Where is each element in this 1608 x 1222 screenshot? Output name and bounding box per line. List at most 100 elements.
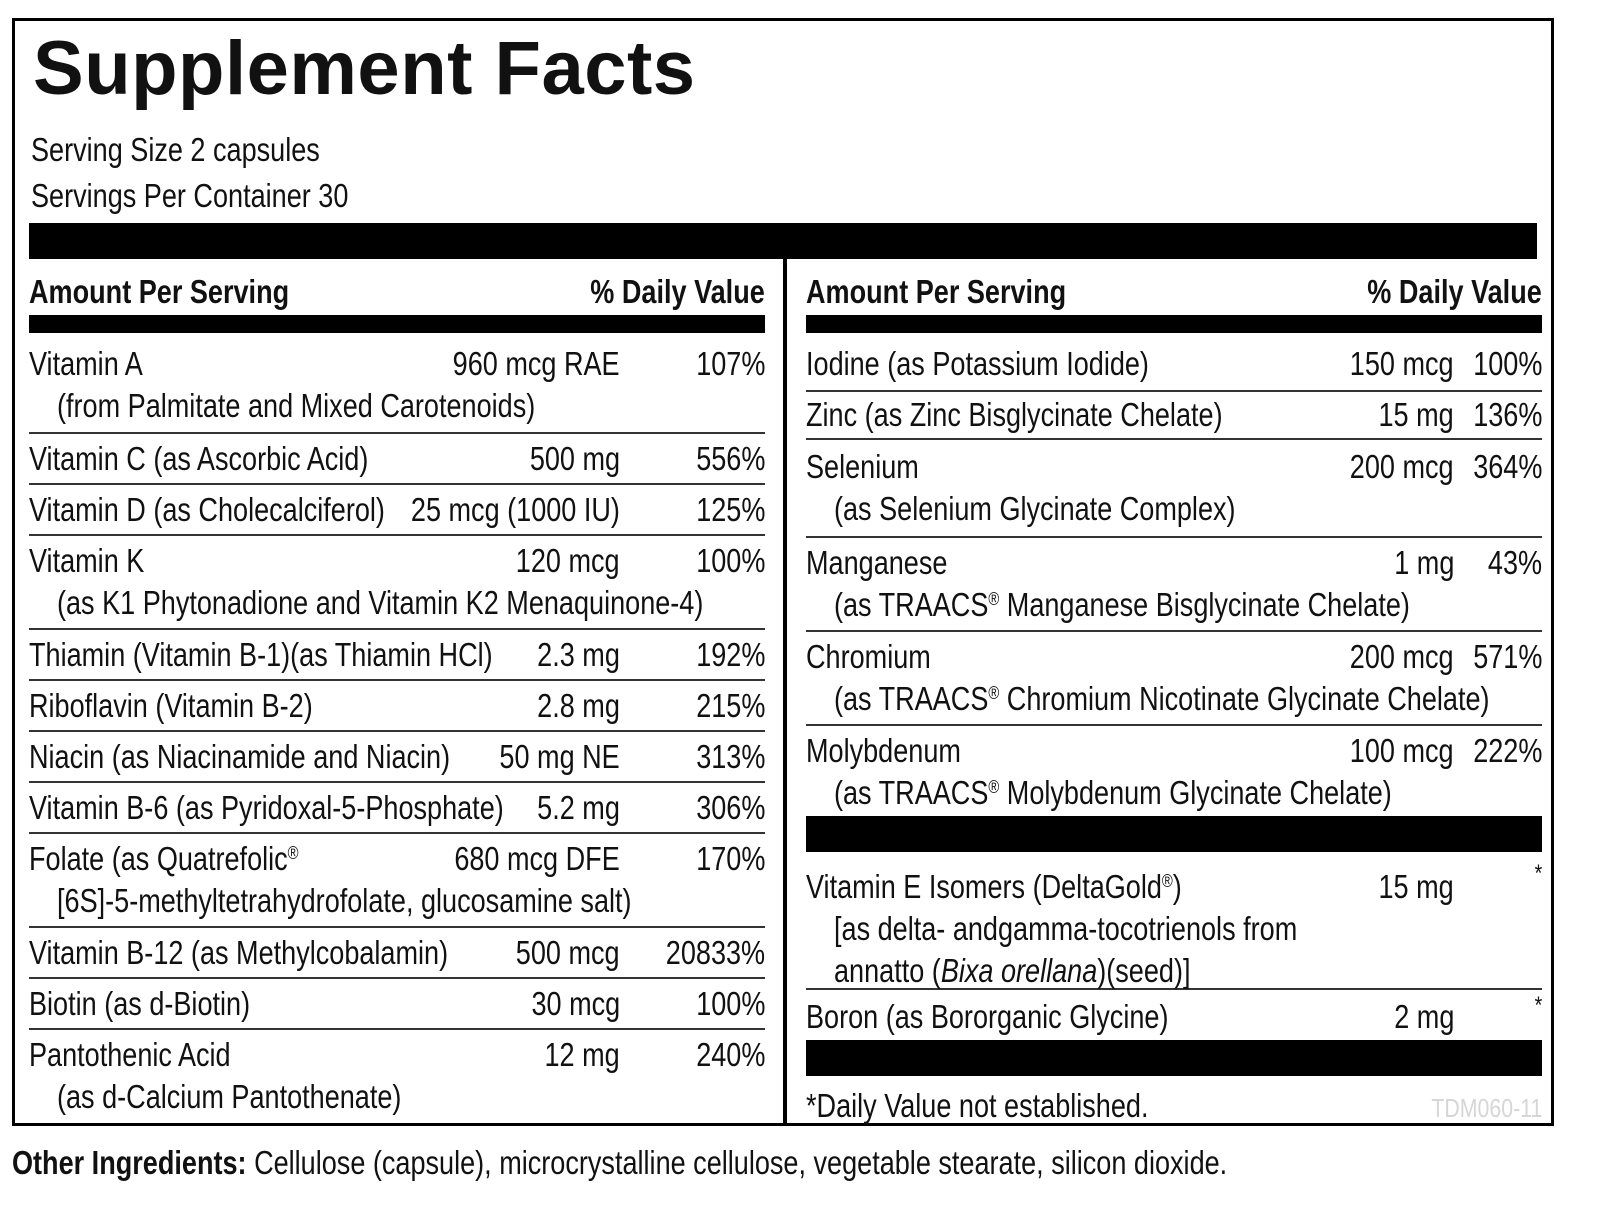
nutrient-name: Vitamin K xyxy=(29,542,145,579)
other-ingredients-text: Cellulose (capsule), microcrystalline ce… xyxy=(246,1144,1228,1181)
thick-bar-bottom xyxy=(806,1040,1542,1076)
nutrient-amount: 200 mcg xyxy=(1350,448,1454,485)
nutrient-amount: 500 mcg xyxy=(516,934,620,971)
nutrient-name: Vitamin A xyxy=(29,345,143,382)
nutrient-amount: 2.3 mg xyxy=(537,636,620,673)
nutrient-dv: 20833% xyxy=(665,934,765,971)
nutrient-amount: 2 mg xyxy=(1393,998,1454,1035)
botanical-name: Bixa orellana xyxy=(940,952,1098,989)
nutrient-row-thiamin: Thiamin (Vitamin B-1)(as Thiamin HCl) 2.… xyxy=(29,630,765,681)
nutrient-amount: 5.2 mg xyxy=(537,789,620,826)
nutrient-dv: 170% xyxy=(695,840,765,877)
nutrient-amount: 150 mcg xyxy=(1350,345,1454,382)
nutrient-source: annatto (Bixa orellana)(seed)] xyxy=(834,954,1190,987)
nutrient-source: [6S]-5-methyltetrahydrofolate, glucosami… xyxy=(57,882,632,919)
nutrient-amount: 960 mcg RAE xyxy=(453,345,620,382)
nutrient-source: (from Palmitate and Mixed Carotenoids) xyxy=(57,387,536,424)
nutrient-dv: 192% xyxy=(695,636,765,673)
nutrient-amount: 30 mcg xyxy=(531,985,620,1022)
nutrient-name: Vitamin B-6 (as Pyridoxal-5-Phosphate) xyxy=(29,789,504,826)
nutrient-dv: 306% xyxy=(695,789,765,826)
nutrient-dv: 100% xyxy=(695,542,765,579)
nutrient-source: (as TRAACS® Molybdenum Glycinate Chelate… xyxy=(834,776,1392,809)
registered-mark: ® xyxy=(988,777,1000,797)
nutrient-row-biotin: Biotin (as d-Biotin) 30 mcg 100% xyxy=(29,979,765,1030)
nutrient-row-vitamin-b12: Vitamin B-12 (as Methylcobalamin) 500 mc… xyxy=(29,928,765,979)
thick-bar-top xyxy=(29,223,1537,259)
nutrient-row-iodine: Iodine (as Potassium Iodide) 150 mcg 100… xyxy=(806,333,1542,392)
panel-title: Supplement Facts xyxy=(33,26,696,111)
nutrient-dv: 364% xyxy=(1472,448,1542,485)
nutrient-dv: 100% xyxy=(695,985,765,1022)
product-code: TDM060-11 xyxy=(1431,1093,1542,1123)
nutrient-source: (as TRAACS® Chromium Nicotinate Glycinat… xyxy=(834,682,1490,715)
nutrient-amount: 1 mg xyxy=(1393,544,1454,581)
footnote: *Daily Value not established. xyxy=(806,1087,1149,1124)
left-header-dv: % Daily Value xyxy=(590,273,765,310)
thick-bar-mid xyxy=(806,816,1542,852)
right-header-amount: Amount Per Serving xyxy=(806,273,1067,310)
nutrient-dv: * xyxy=(1534,992,1542,1019)
nutrient-amount: 680 mcg DFE xyxy=(454,840,620,877)
nutrient-name: Selenium xyxy=(806,448,919,485)
nutrient-dv: 43% xyxy=(1487,544,1542,581)
nutrient-amount: 120 mcg xyxy=(516,542,620,579)
source-text: )(seed)] xyxy=(1097,952,1191,989)
nutrient-dv: 313% xyxy=(695,738,765,775)
nutrient-name: Biotin (as d-Biotin) xyxy=(29,985,251,1022)
nutrient-name: Thiamin (Vitamin B-1)(as Thiamin HCl) xyxy=(29,636,493,673)
column-divider xyxy=(783,259,787,1123)
nutrient-dv: 107% xyxy=(695,345,765,382)
supplement-facts-panel: Supplement Facts Serving Size 2 capsules… xyxy=(12,18,1554,1126)
servings-per-container: Servings Per Container 30 xyxy=(31,177,349,214)
nutrient-row-vitamin-c: Vitamin C (as Ascorbic Acid) 500 mg 556% xyxy=(29,434,765,485)
nutrient-row-zinc: Zinc (as Zinc Bisglycinate Chelate) 15 m… xyxy=(806,392,1542,440)
left-header-amount: Amount Per Serving xyxy=(29,273,290,310)
nutrient-name: Molybdenum xyxy=(806,732,961,769)
nutrient-row-vitamin-b6: Vitamin B-6 (as Pyridoxal-5-Phosphate) 5… xyxy=(29,783,765,834)
right-column: Amount Per Serving % Daily Value Iodine … xyxy=(806,259,1542,1123)
nutrient-name: Boron (as Bororganic Glycine) xyxy=(806,998,1169,1035)
serving-size: Serving Size 2 capsules xyxy=(31,131,320,168)
nutrient-row-niacin: Niacin (as Niacinamide and Niacin) 50 mg… xyxy=(29,732,765,783)
nutrient-amount: 15 mg xyxy=(1378,396,1454,433)
registered-mark: ® xyxy=(988,683,1000,703)
source-text: Molybdenum Glycinate Chelate) xyxy=(999,774,1392,811)
nutrient-amount: 25 mcg (1000 IU) xyxy=(410,491,620,528)
nutrient-dv: 136% xyxy=(1472,396,1542,433)
other-ingredients: Other Ingredients: Cellulose (capsule), … xyxy=(12,1146,1227,1179)
nutrient-name: Pantothenic Acid xyxy=(29,1036,231,1073)
nutrient-amount: 50 mg NE xyxy=(499,738,620,775)
source-text: annatto ( xyxy=(834,952,941,989)
source-text: Chromium Nicotinate Glycinate Chelate) xyxy=(999,680,1490,717)
nutrient-row-vitamin-d: Vitamin D (as Cholecalciferol) 25 mcg (1… xyxy=(29,485,765,536)
nutrient-name: Vitamin D (as Cholecalciferol) xyxy=(29,491,385,528)
nutrient-source: (as d-Calcium Pantothenate) xyxy=(57,1078,402,1115)
nutrient-name: Riboflavin (Vitamin B-2) xyxy=(29,687,313,724)
nutrient-row-pantothenic-acid: Pantothenic Acid 12 mg 240% (as d-Calciu… xyxy=(29,1030,765,1124)
nutrient-dv: 215% xyxy=(695,687,765,724)
registered-mark: ® xyxy=(287,843,299,863)
nutrient-row-folate: Folate (as Quatrefolic® 680 mcg DFE 170%… xyxy=(29,834,765,928)
source-text: (as TRAACS xyxy=(834,586,989,623)
nutrient-name: Folate (as Quatrefolic® xyxy=(29,842,299,875)
registered-mark: ® xyxy=(988,589,1000,609)
nutrient-amount: 2.8 mg xyxy=(537,687,620,724)
nutrient-name-text: ) xyxy=(1172,868,1182,905)
nutrient-source: (as K1 Phytonadione and Vitamin K2 Menaq… xyxy=(57,584,704,621)
registered-mark: ® xyxy=(1161,871,1173,891)
nutrient-dv: 556% xyxy=(695,440,765,477)
nutrient-amount: 500 mg xyxy=(529,440,620,477)
nutrient-row-manganese: Manganese 1 mg 43% (as TRAACS® Manganese… xyxy=(806,538,1542,632)
left-column: Amount Per Serving % Daily Value Vitamin… xyxy=(29,259,765,1123)
nutrient-row-vitamin-k: Vitamin K 120 mcg 100% (as K1 Phytonadio… xyxy=(29,536,765,630)
nutrient-dv: 240% xyxy=(695,1036,765,1073)
other-ingredients-label: Other Ingredients: xyxy=(12,1144,247,1181)
left-header-bar xyxy=(29,315,765,333)
nutrient-source: (as TRAACS® Manganese Bisglycinate Chela… xyxy=(834,588,1410,621)
nutrient-name: Vitamin E Isomers (DeltaGold®) xyxy=(806,870,1182,903)
nutrient-name: Iodine (as Potassium Iodide) xyxy=(806,345,1149,382)
nutrient-row-molybdenum: Molybdenum 100 mcg 222% (as TRAACS® Moly… xyxy=(806,726,1542,816)
nutrient-source: (as Selenium Glycinate Complex) xyxy=(834,490,1236,527)
nutrient-row-boron: Boron (as Bororganic Glycine) 2 mg * xyxy=(806,990,1542,1040)
